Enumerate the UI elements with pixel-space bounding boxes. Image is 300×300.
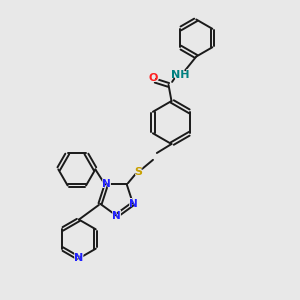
Text: N: N [102,179,111,189]
Text: N: N [129,199,137,209]
Text: O: O [148,73,158,83]
Text: S: S [134,165,144,179]
Text: N: N [101,178,112,191]
Text: NH: NH [171,70,189,80]
Text: N: N [74,254,84,263]
Text: N: N [112,211,121,221]
Text: N: N [73,251,85,266]
Text: S: S [135,167,143,177]
Text: NH: NH [168,68,191,82]
Text: N: N [111,209,122,222]
Text: O: O [147,71,159,85]
Text: N: N [128,197,139,210]
